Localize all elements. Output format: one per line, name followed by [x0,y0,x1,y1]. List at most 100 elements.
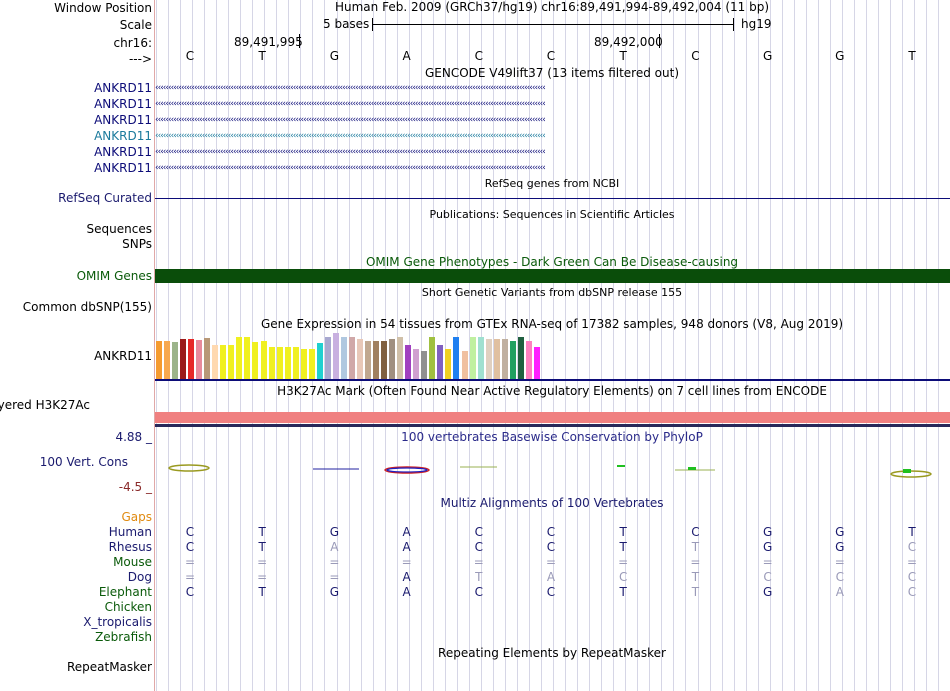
gtex-gene-label[interactable]: ANKRD11 [94,349,152,363]
gtex-tissue-bar[interactable] [397,337,404,379]
gtex-tissue-bar[interactable] [300,349,307,379]
gtex-tissue-bar[interactable] [525,341,532,379]
refseq-curated-label[interactable]: RefSeq Curated [58,191,152,205]
gtex-tissue-bar[interactable] [324,337,331,379]
gtex-tissue-bar[interactable] [405,345,412,379]
gencode-transcript[interactable]: ‹‹‹‹‹‹‹‹‹‹‹‹‹‹‹‹‹‹‹‹‹‹‹‹‹‹‹‹‹‹‹‹‹‹‹‹‹‹‹‹… [155,116,546,125]
gtex-tissue-bar[interactable] [220,345,227,379]
ruler-base: G [329,49,340,63]
gtex-tissue-bar[interactable] [164,341,171,379]
gtex-tissue-bar[interactable] [172,342,179,379]
gencode-item-label[interactable]: ANKRD11 [94,97,152,111]
grid-line [722,0,723,691]
grid-line [541,0,542,691]
gencode-transcript[interactable]: ‹‹‹‹‹‹‹‹‹‹‹‹‹‹‹‹‹‹‹‹‹‹‹‹‹‹‹‹‹‹‹‹‹‹‹‹‹‹‹‹… [155,84,546,93]
gtex-tissue-bar[interactable] [292,347,299,379]
gtex-tissue-bar[interactable] [445,349,452,379]
grid-line [601,0,602,691]
snps-label[interactable]: SNPs [122,237,152,251]
gtex-tissue-bar[interactable] [228,345,235,379]
gtex-tissue-bar[interactable] [501,339,508,379]
species-label[interactable]: Rhesus [108,540,152,554]
gtex-tissue-bar[interactable] [332,333,339,379]
gtex-tissue-bar[interactable] [212,345,219,379]
gtex-tissue-bar[interactable] [485,339,492,379]
species-label[interactable]: Chicken [104,600,152,614]
repeatmasker-label[interactable]: RepeatMasker [66,660,152,674]
gtex-tissue-bar[interactable] [389,339,396,379]
gtex-tissue-bar[interactable] [517,337,524,379]
phylop-min-label: -4.5 _ [118,480,152,494]
gtex-tissue-bar[interactable] [284,347,291,379]
gtex-tissue-bar[interactable] [453,337,460,379]
gaps-label[interactable]: Gaps [121,510,152,524]
gtex-tissue-bar[interactable] [381,341,388,379]
gtex-tissue-bar[interactable] [308,349,315,379]
h3k27ac-signal[interactable] [155,412,950,423]
common-dbsnp-label[interactable]: Common dbSNP(155) [22,300,152,314]
layered-h3k27ac-label[interactable]: Layered H3K27Ac [0,398,90,412]
alignment-base: C [185,540,195,554]
omim-genes-label[interactable]: OMIM Genes [76,269,152,283]
gtex-tissue-bar[interactable] [461,351,468,379]
gtex-tissue-bar[interactable] [156,341,162,379]
gencode-item-label[interactable]: ANKRD11 [94,161,152,175]
gtex-tissue-bar[interactable] [236,337,243,379]
alignment-base: C [907,570,917,584]
alignment-base: = [473,555,484,569]
gencode-transcript[interactable]: ‹‹‹‹‹‹‹‹‹‹‹‹‹‹‹‹‹‹‹‹‹‹‹‹‹‹‹‹‹‹‹‹‹‹‹‹‹‹‹‹… [155,132,546,141]
gtex-tissue-bar[interactable] [365,341,372,379]
gtex-tissue-bar[interactable] [188,339,195,379]
species-label[interactable]: Human [108,525,152,539]
gtex-bar-graph[interactable] [155,331,950,379]
gtex-tissue-bar[interactable] [469,337,476,379]
gtex-tissue-bar[interactable] [260,341,267,379]
gencode-item-label[interactable]: ANKRD11 [94,145,152,159]
species-label[interactable]: Mouse [113,555,152,569]
gtex-tissue-bar[interactable] [340,337,347,379]
gtex-tissue-bar[interactable] [252,342,259,379]
gtex-tissue-bar[interactable] [268,347,275,379]
gtex-tissue-bar[interactable] [204,338,211,379]
refseq-gene-line[interactable] [155,198,950,199]
gtex-tissue-bar[interactable] [180,339,187,379]
panel-divider[interactable] [154,0,155,691]
gtex-tissue-bar[interactable] [413,349,420,379]
gtex-tissue-bar[interactable] [373,341,380,379]
gencode-item-label[interactable]: ANKRD11 [94,113,152,127]
phylop-track-label[interactable]: 100 Vert. Cons [39,455,128,469]
ruler-base: C [546,49,556,63]
grid-line [698,0,699,691]
grid-line [794,0,795,691]
gencode-transcript[interactable]: ‹‹‹‹‹‹‹‹‹‹‹‹‹‹‹‹‹‹‹‹‹‹‹‹‹‹‹‹‹‹‹‹‹‹‹‹‹‹‹‹… [155,148,546,157]
sequences-label[interactable]: Sequences [86,222,152,236]
gtex-tissue-bar[interactable] [437,345,444,379]
grid-line [746,0,747,691]
grid-line [312,0,313,691]
track-label-panel: Window Position Scale chr16: ---> ANKRD1… [0,0,154,691]
gtex-tissue-bar[interactable] [509,341,516,379]
gtex-tissue-bar[interactable] [276,347,283,379]
species-label[interactable]: Zebrafish [95,630,152,644]
species-label[interactable]: X_tropicalis [83,615,152,629]
phylop-signal[interactable] [155,455,950,483]
gtex-tissue-bar[interactable] [316,343,323,379]
species-label[interactable]: Elephant [98,585,152,599]
gencode-transcript[interactable]: ‹‹‹‹‹‹‹‹‹‹‹‹‹‹‹‹‹‹‹‹‹‹‹‹‹‹‹‹‹‹‹‹‹‹‹‹‹‹‹‹… [155,164,546,173]
gtex-tissue-bar[interactable] [477,337,484,379]
gtex-tissue-bar[interactable] [421,351,428,379]
gtex-tissue-bar[interactable] [429,337,436,379]
gtex-tissue-bar[interactable] [493,339,500,379]
phylop-max-label: 4.88 _ [115,430,152,444]
gtex-tissue-bar[interactable] [348,337,355,379]
gencode-item-label[interactable]: ANKRD11 [94,129,152,143]
omim-phenotype-bar[interactable] [155,269,950,283]
track-display-area[interactable]: Human Feb. 2009 (GRCh37/hg19) chr16:89,4… [155,0,950,691]
gtex-tissue-bar[interactable] [244,337,251,379]
gencode-item-label[interactable]: ANKRD11 [94,81,152,95]
gtex-tissue-bar[interactable] [533,347,540,379]
gtex-tissue-bar[interactable] [357,339,363,379]
species-label[interactable]: Dog [127,570,152,584]
gencode-transcript[interactable]: ‹‹‹‹‹‹‹‹‹‹‹‹‹‹‹‹‹‹‹‹‹‹‹‹‹‹‹‹‹‹‹‹‹‹‹‹‹‹‹‹… [155,100,546,109]
gtex-tissue-bar[interactable] [196,340,203,379]
